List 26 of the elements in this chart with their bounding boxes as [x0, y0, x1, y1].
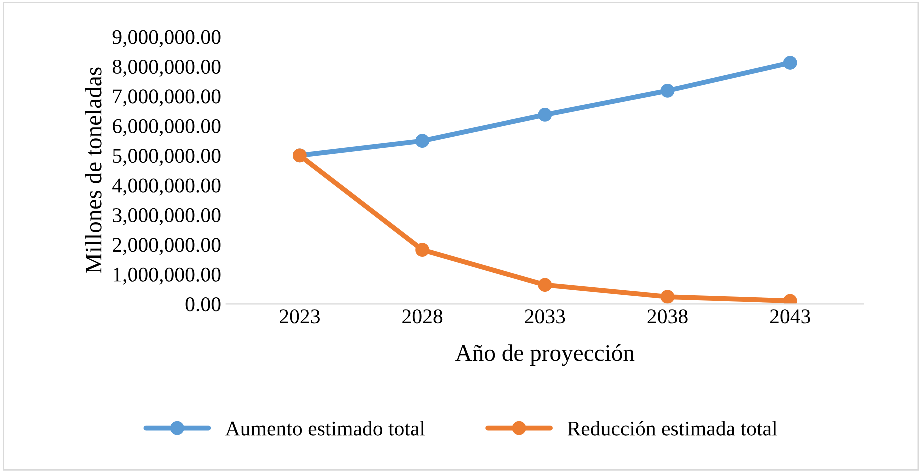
y-tick-label: 6,000,000.00 [113, 119, 221, 136]
legend-label: Reducción estimada total [568, 421, 778, 436]
point [783, 56, 798, 70]
y-tick-label: 4,000,000.00 [112, 178, 221, 196]
x-tick-label: 2038 [648, 310, 688, 324]
y-tick-label: 2,000,000.00 [113, 238, 221, 256]
legend-label: Aumento estimado total [226, 421, 426, 436]
y-tick-label: 7,000,000.00 [114, 90, 221, 107]
point [416, 134, 430, 148]
point [660, 84, 675, 98]
x-axis-title: Año de proyección [456, 344, 635, 366]
x-tick-label: 2023 [280, 310, 320, 324]
y-tick-label: 3,000,000.00 [113, 208, 221, 226]
point [538, 278, 552, 292]
point [660, 290, 675, 304]
y-tick-label: 0.00 [186, 298, 221, 312]
y-axis-title: Millones de toneladas [85, 68, 102, 274]
x-tick-label: 2033 [525, 310, 566, 324]
x-tick-label: 2028 [402, 310, 443, 324]
point [416, 243, 430, 258]
point [538, 108, 552, 122]
y-tick-label: 5,000,000.00 [113, 149, 221, 166]
y-tick-label: 1,000,000.00 [114, 268, 221, 285]
x-tick-label: 2043 [770, 310, 810, 324]
y-tick-label: 8,000,000.00 [112, 60, 221, 78]
y-tick-label: 9,000,000.00 [112, 30, 221, 48]
